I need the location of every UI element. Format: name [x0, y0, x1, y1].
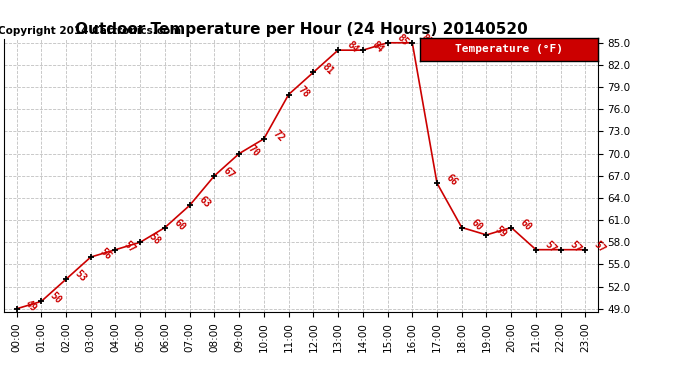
Text: 57: 57 [122, 239, 138, 255]
Text: 59: 59 [493, 224, 509, 240]
Text: 66: 66 [444, 172, 460, 188]
Text: 78: 78 [295, 84, 311, 99]
Title: Outdoor Temperature per Hour (24 Hours) 20140520: Outdoor Temperature per Hour (24 Hours) … [75, 21, 527, 36]
Text: 63: 63 [197, 195, 212, 210]
Text: 67: 67 [221, 165, 237, 181]
Text: 58: 58 [147, 232, 163, 247]
Text: 70: 70 [246, 143, 262, 158]
Text: 56: 56 [98, 246, 113, 262]
Text: 84: 84 [370, 40, 385, 55]
Text: 85: 85 [420, 32, 435, 48]
Text: 60: 60 [469, 217, 484, 232]
Text: 49: 49 [23, 298, 39, 314]
Text: 60: 60 [172, 217, 187, 232]
Text: 57: 57 [543, 239, 558, 255]
Text: 85: 85 [395, 32, 410, 48]
Text: Copyright 2014 Cartronics.com: Copyright 2014 Cartronics.com [0, 26, 181, 36]
Text: 57: 57 [592, 239, 608, 255]
Text: 84: 84 [345, 40, 360, 55]
Text: 60: 60 [518, 217, 533, 232]
Text: 57: 57 [568, 239, 583, 255]
Text: 81: 81 [320, 62, 335, 77]
Text: 53: 53 [73, 268, 88, 284]
Text: 72: 72 [270, 128, 286, 144]
Text: 50: 50 [48, 291, 63, 306]
